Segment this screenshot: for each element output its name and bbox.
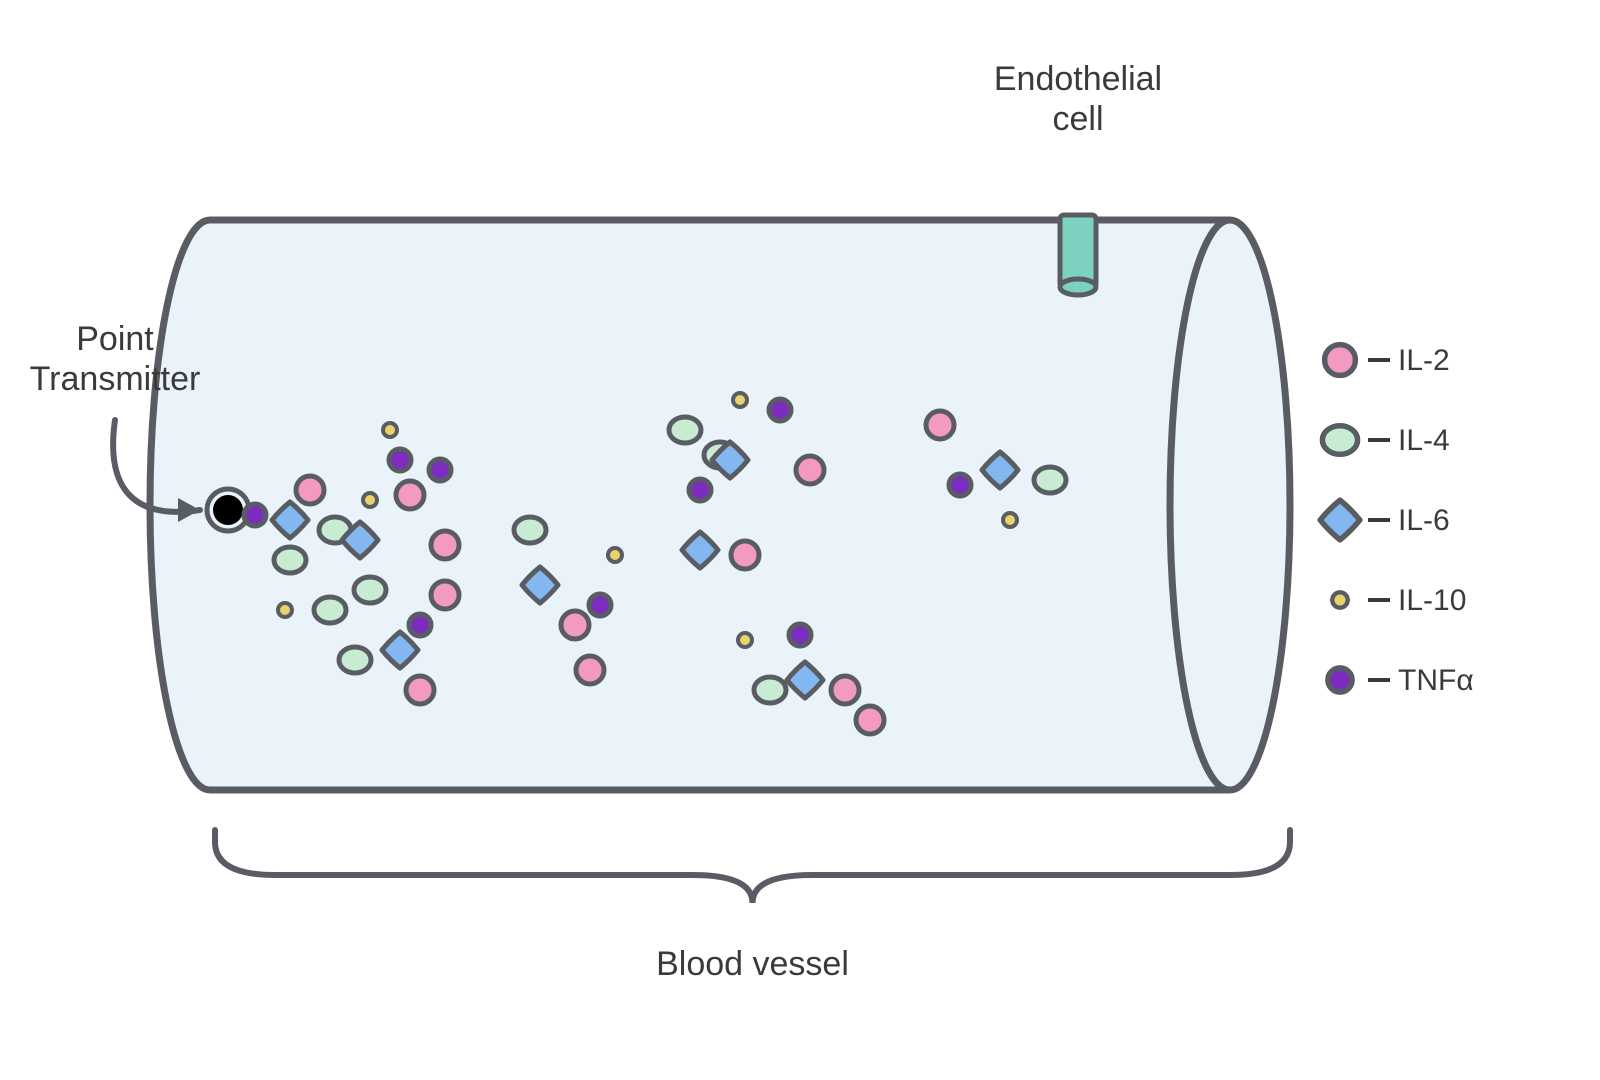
particle-il10 [738,633,752,647]
particle-il10 [278,603,292,617]
particle-il2 [406,676,434,704]
diagram-canvas: EndothelialcellPointTransmitterIL-2IL-4I… [0,0,1600,1080]
particle-il4 [354,577,386,603]
endothelial-cell-label: Endothelialcell [994,60,1162,138]
particle-il2 [296,476,324,504]
particle-il4 [314,597,346,623]
particle-tnfa [389,449,411,471]
particle-tnfa [789,624,811,646]
blood-vessel-label: Blood vessel [656,945,849,983]
particle-il2 [731,541,759,569]
particle-tnfa [689,479,711,501]
blood-vessel-brace [215,830,1290,903]
particle-tnfa [589,594,611,616]
particle-il2 [796,456,824,484]
legend-item-il4: IL-4 [1322,424,1449,457]
legend-label: TNFα [1398,664,1474,697]
particle-il10 [383,423,397,437]
legend-item-il6: IL-6 [1320,500,1450,540]
particle-il4 [514,517,546,543]
particle-il4 [339,647,371,673]
endothelial-cell [1060,215,1096,295]
particle-il2 [576,656,604,684]
legend-label: IL-4 [1398,424,1450,457]
particle-il4 [1034,467,1066,493]
particle-il4 [274,547,306,573]
particle-il10 [608,548,622,562]
particle-il2 [856,706,884,734]
legend-item-il10: IL-10 [1332,584,1466,617]
particle-il2 [926,411,954,439]
particle-il10 [1003,513,1017,527]
particle-tnfa [949,474,971,496]
particle-tnfa [429,459,451,481]
particle-il10 [733,393,747,407]
particle-tnfa [244,504,266,526]
legend-label: IL-2 [1398,344,1450,377]
legend-label: IL-6 [1398,504,1450,537]
particle-il2 [431,581,459,609]
legend: IL-2 IL-4 IL-6 IL-10 TNFα [1320,344,1473,697]
particle-il2 [831,676,859,704]
legend-item-tnfa: TNFα [1328,664,1474,697]
particle-il10 [363,493,377,507]
particle-il2 [431,531,459,559]
legend-item-il2: IL-2 [1325,344,1450,377]
blood-vessel [150,220,1290,790]
particle-il4 [669,417,701,443]
legend-label: IL-10 [1398,584,1466,617]
particle-il2 [396,481,424,509]
particle-tnfa [769,399,791,421]
particle-tnfa [409,614,431,636]
particle-il4 [754,677,786,703]
particle-il2 [561,611,589,639]
